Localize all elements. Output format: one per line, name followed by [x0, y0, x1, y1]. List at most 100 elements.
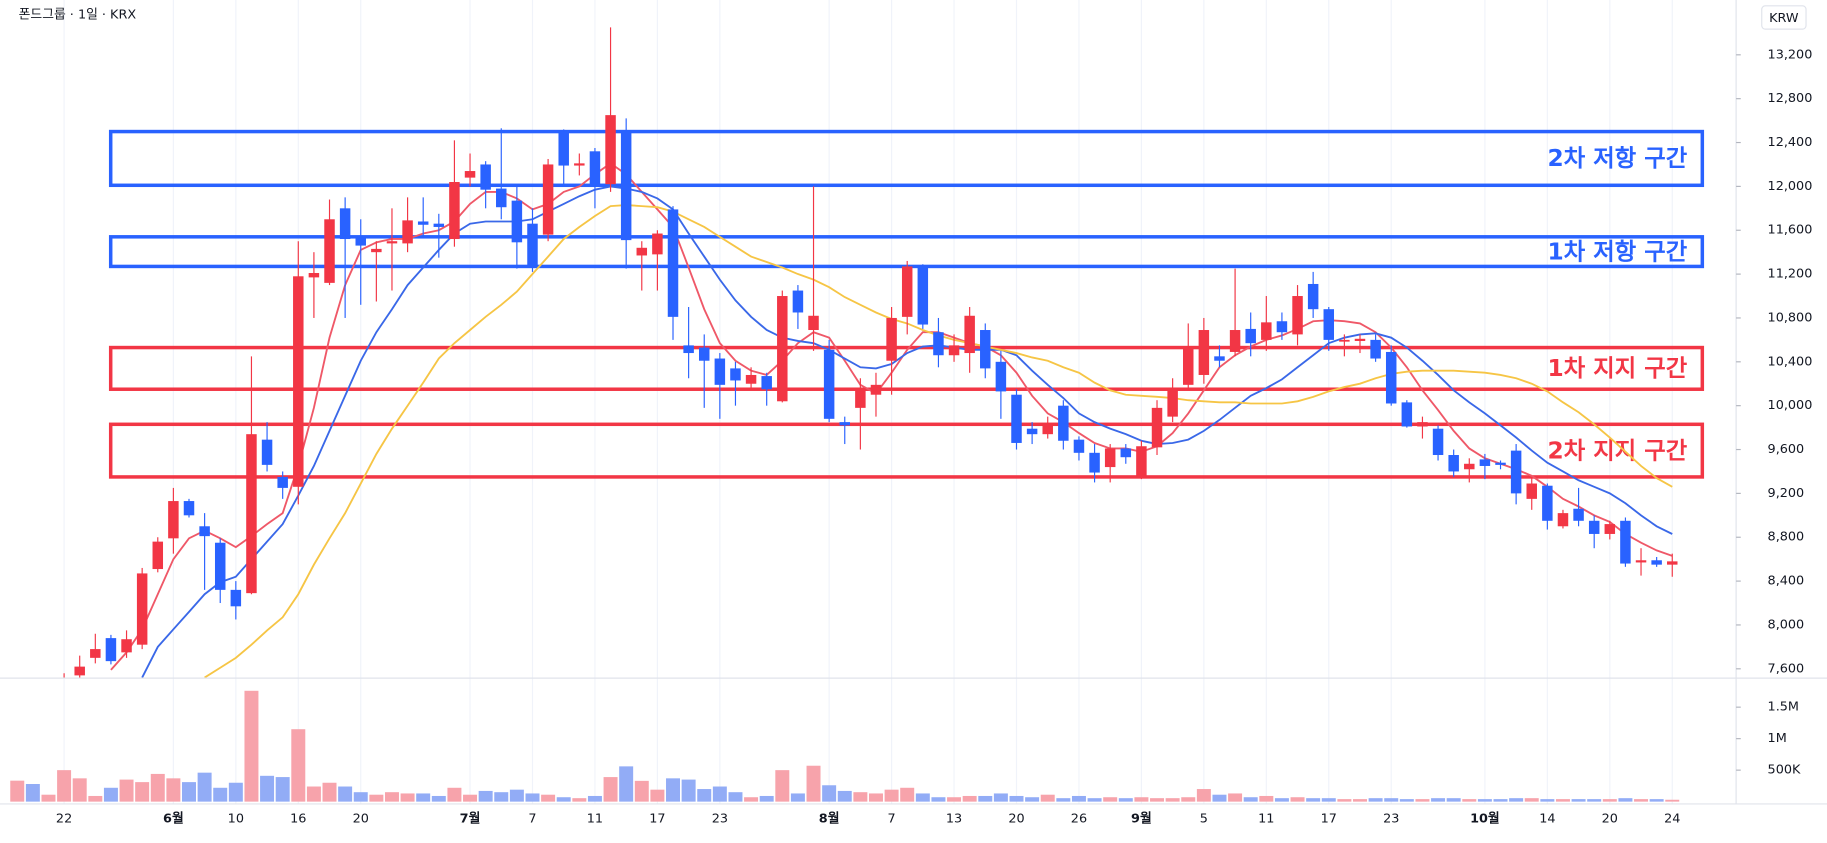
candle-body [1229, 330, 1241, 352]
currency-box [1761, 5, 1807, 30]
candle-body [1401, 402, 1413, 427]
y-tick-label: 10,000 [1768, 398, 1813, 413]
candle-body [933, 332, 944, 356]
candle-body [402, 220, 413, 244]
volume-bar [587, 795, 602, 802]
candle-body [1307, 283, 1319, 310]
candle-body [1651, 560, 1662, 565]
candle-body [1479, 459, 1491, 466]
candle-body [1573, 508, 1584, 521]
volume-bar [353, 792, 368, 802]
zones: 2차 저항 구간 1차 저항 구간 1차 지지 구간 2차 지지 구간 [108, 129, 1705, 479]
y-tick-label: 12,400 [1768, 135, 1813, 150]
volume-bar [1165, 798, 1180, 802]
candle-body [558, 131, 569, 166]
candle-body [667, 209, 679, 317]
candle-body [527, 223, 538, 266]
candle-body [1385, 351, 1397, 404]
volume-bar [1649, 799, 1664, 802]
volume-bar [400, 793, 415, 802]
candle-body [261, 439, 273, 465]
candle-body [277, 476, 288, 488]
volume-bar [868, 793, 883, 802]
zone-box [108, 345, 1705, 391]
candle-body [1120, 448, 1132, 458]
volume-bar [369, 794, 384, 802]
x-tick-label: 8월 [819, 811, 840, 827]
candle-body [901, 266, 913, 317]
volume-pane [10, 690, 1680, 802]
x-tick-label: 20 [353, 812, 369, 827]
candle-body [777, 296, 788, 402]
y-tick-label: 12,000 [1768, 179, 1813, 194]
candle-body [1183, 347, 1194, 385]
volume-bar [993, 793, 1008, 802]
volume-bar [603, 777, 618, 802]
volume-bar [775, 770, 790, 802]
candle-body [1464, 463, 1475, 470]
x-tick-label: 7 [528, 812, 536, 827]
candle-body [449, 182, 460, 240]
x-tick-label: 7월 [460, 811, 481, 827]
volume-bar [947, 797, 962, 802]
candle-body [1417, 422, 1428, 427]
x-tick-label: 6월 [163, 811, 184, 827]
zone-box [108, 422, 1705, 479]
volume-tick-label: 1.5M [1768, 700, 1799, 715]
candle-body [1526, 483, 1537, 499]
volume-bar [978, 795, 993, 802]
candle-body [1026, 428, 1038, 435]
volume-bar [1290, 797, 1305, 802]
candle-body [105, 638, 117, 662]
zone-label: 2차 지지 구간 [1548, 437, 1688, 464]
volume-bar [1243, 797, 1258, 802]
volume-bar [260, 775, 275, 802]
volume-bar [1353, 799, 1367, 802]
candle-body [136, 573, 148, 645]
volume-bar [1446, 798, 1461, 802]
volume-bar [41, 794, 56, 802]
volume-bar [1087, 798, 1102, 802]
candle-body [886, 317, 897, 361]
y-tick-label: 11,200 [1768, 267, 1813, 282]
volume-bar [697, 789, 712, 802]
y-tick-label: 9,600 [1768, 442, 1805, 457]
y-tick-label: 7,600 [1768, 661, 1805, 676]
candle-body [1276, 321, 1288, 333]
volume-bar [853, 792, 868, 802]
y-tick-label: 8,400 [1768, 574, 1805, 589]
candles [43, 27, 1678, 693]
candle-body [823, 349, 835, 419]
volume-bar [1196, 789, 1211, 802]
x-tick-label: 24 [1664, 812, 1680, 827]
x-tick-label: 22 [56, 812, 72, 827]
candle-body [355, 237, 366, 246]
candle-body [745, 374, 757, 384]
x-tick-label: 26 [1071, 812, 1087, 827]
candle-body [1339, 339, 1350, 342]
moving-average [204, 204, 1673, 679]
volume-bar [1181, 797, 1196, 802]
x-tick-label: 14 [1539, 812, 1555, 827]
candle-body [199, 526, 210, 537]
volume-bar [1384, 798, 1399, 802]
candle-body [230, 589, 242, 607]
candle-body [433, 223, 445, 227]
volume-bar [806, 765, 821, 802]
volume-bar [322, 782, 337, 802]
volume-bar [822, 785, 837, 802]
volume-bar [1056, 798, 1071, 802]
candle-body [43, 685, 53, 693]
candle-body [1667, 561, 1678, 565]
volume-bar [728, 792, 743, 802]
candle-body [964, 315, 975, 354]
x-tick-label: 11 [587, 812, 603, 827]
candle-body [511, 200, 523, 243]
volume-bar [103, 787, 118, 802]
volume-bar [1602, 799, 1617, 802]
zone-box [108, 129, 1705, 188]
volume-bar [1634, 799, 1649, 802]
volume-bar [1150, 798, 1165, 802]
x-tick-label: 13 [946, 812, 962, 827]
volume-bar [306, 786, 321, 802]
